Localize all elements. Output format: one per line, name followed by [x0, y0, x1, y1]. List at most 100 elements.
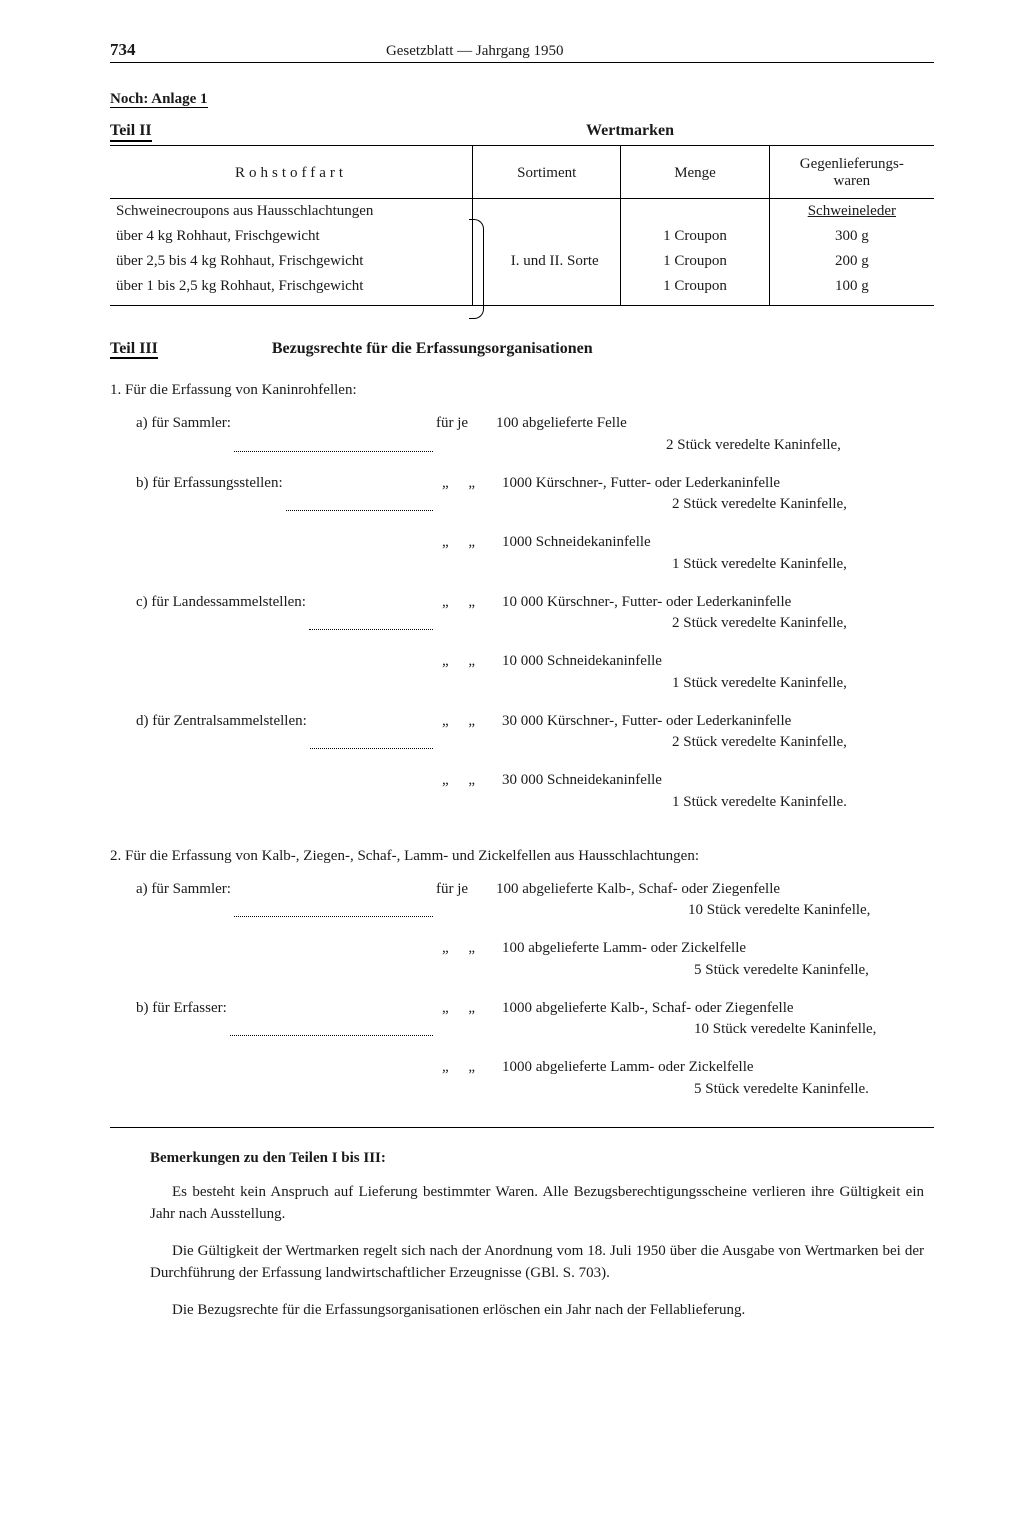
value-line-1: 10 000 Kürschner-, Futter- oder Lederkan…: [502, 592, 934, 614]
definition-value: 1000 abgelieferte Lamm- oder Zickelfelle…: [502, 1057, 934, 1101]
label-text: c) für Landessammelstellen:: [136, 592, 306, 636]
fuer-je-label: für je: [436, 413, 496, 457]
remarks-paragraph: Die Gültigkeit der Wertmarken regelt sic…: [150, 1240, 924, 1285]
value-line-1: 1000 Schneidekaninfelle: [502, 532, 934, 554]
label-text: b) für Erfasser:: [136, 998, 227, 1042]
value-line-2: 10 Stück veredelte Kaninfelle,: [496, 900, 934, 922]
col-gegenlieferung: Gegenlieferungs- waren: [769, 146, 934, 199]
ditto-marks: „ „: [436, 711, 502, 755]
cell-rohstoff: über 1 bis 2,5 kg Rohhaut, Frischgewicht: [110, 274, 473, 306]
ditto-marks: „ „: [436, 473, 502, 517]
section-2-header: Teil II Wertmarken: [110, 122, 934, 146]
ditto-marks: „ „: [436, 532, 502, 576]
spacer: [110, 580, 934, 592]
leader-dots: [309, 592, 433, 631]
cell-gegen: 200 g: [769, 249, 934, 274]
value-line-1: 100 abgelieferte Kalb-, Schaf- oder Zieg…: [496, 879, 934, 901]
definition-label: [110, 532, 436, 576]
value-line-2: 10 Stück veredelte Kaninfelle,: [502, 1019, 934, 1041]
section-3-title: Bezugsrechte für die Erfassungsorganisat…: [272, 340, 593, 357]
definition-label: [110, 651, 436, 695]
ditto-marks: „ „: [436, 592, 502, 636]
cell-sortiment: I. und II. Sorte: [473, 249, 621, 274]
leader-dots: [230, 998, 433, 1037]
spacer: [110, 461, 934, 473]
table-row: über 4 kg Rohhaut, Frischgewicht 1 Croup…: [110, 224, 934, 249]
value-line-1: 100 abgelieferte Felle: [496, 413, 934, 435]
subsection-2-head: 2. Für die Erfassung von Kalb-, Ziegen-,…: [110, 848, 934, 865]
section-3-label: Teil III: [110, 340, 158, 359]
remarks-heading: Bemerkungen zu den Teilen I bis III:: [150, 1150, 924, 1167]
subsection-1-list: a) für Sammler: für je100 abgelieferte Fe…: [110, 413, 934, 814]
cell-menge: 1 Croupon: [621, 249, 769, 274]
value-line-2: 5 Stück veredelte Kaninfelle,: [502, 960, 934, 982]
definition-label: [110, 1057, 436, 1101]
ditto-marks: „ „: [436, 651, 502, 695]
spacer: [110, 926, 934, 938]
definition-label: [110, 770, 436, 814]
continuation-text: Noch: Anlage 1: [110, 91, 208, 108]
leader-dots: [234, 413, 433, 452]
cell-gegen: 100 g: [769, 274, 934, 306]
ditto-marks: „ „: [436, 1057, 502, 1101]
spacer: [110, 699, 934, 711]
cell-rohstoff: über 4 kg Rohhaut, Frischgewicht: [110, 224, 473, 249]
spacer: [110, 639, 934, 651]
value-line-1: 1000 abgelieferte Lamm- oder Zickelfelle: [502, 1057, 934, 1079]
definition-row: „ „10 000 Schneidekaninfelle1 Stück vere…: [110, 651, 934, 695]
spacer: [110, 818, 934, 848]
subsection-2-list: a) für Sammler:für je100 abgelieferte Ka…: [110, 879, 934, 1101]
remarks-paragraph: Es besteht kein Anspruch auf Lieferung b…: [150, 1181, 924, 1226]
value-line-2: 1 Stück veredelte Kaninfelle,: [502, 554, 934, 576]
definition-value: 30 000 Schneidekaninfelle1 Stück veredel…: [502, 770, 934, 814]
definition-row: „ „1000 Schneidekaninfelle1 Stück verede…: [110, 532, 934, 576]
header-title: Gesetzblatt — Jahrgang 1950: [386, 43, 564, 60]
label-text: a) für Sammler:: [136, 413, 231, 457]
leader-dots: [234, 879, 433, 918]
running-header: 734 Gesetzblatt — Jahrgang 1950: [110, 40, 934, 63]
col-sortiment: Sortiment: [473, 146, 621, 199]
definition-row: d) für Zentralsammelstellen:„ „30 000 Kü…: [110, 711, 934, 755]
wertmarken-table: Rohstoffart Sortiment Menge Gegenlieferu…: [110, 146, 934, 306]
definition-row: a) für Sammler:für je100 abgelieferte Ka…: [110, 879, 934, 923]
section-2-label: Teil II: [110, 122, 152, 142]
spacer: [110, 1045, 934, 1057]
value-line-2: 2 Stück veredelte Kaninfelle,: [502, 732, 934, 754]
value-line-2: 2 Stück veredelte Kaninfelle,: [502, 494, 934, 516]
value-line-1: 1000 abgelieferte Kalb-, Schaf- oder Zie…: [502, 998, 934, 1020]
brace-icon: [469, 219, 484, 319]
definition-row: „ „1000 abgelieferte Lamm- oder Zickelfe…: [110, 1057, 934, 1101]
remarks-block: Bemerkungen zu den Teilen I bis III: Es …: [110, 1150, 934, 1322]
definition-value: 30 000 Kürschner-, Futter- oder Lederkan…: [502, 711, 934, 755]
definition-row: b) für Erfassungsstellen: „ „1000 Kürschn…: [110, 473, 934, 517]
value-line-1: 10 000 Schneidekaninfelle: [502, 651, 934, 673]
value-line-1: 1000 Kürschner-, Futter- oder Lederkanin…: [502, 473, 934, 495]
definition-label: b) für Erfasser:: [110, 998, 436, 1042]
subsection-1-head: 1. Für die Erfassung von Kaninrohfellen:: [110, 382, 934, 399]
value-line-2: 2 Stück veredelte Kaninfelle,: [496, 435, 934, 457]
definition-label: a) für Sammler:: [110, 413, 436, 457]
label-text: b) für Erfassungsstellen:: [136, 473, 283, 517]
remarks-paragraph: Die Bezugsrechte für die Erfassungsorgan…: [150, 1299, 924, 1322]
continuation-label: Noch: Anlage 1: [110, 91, 934, 108]
definition-value: 10 000 Kürschner-, Futter- oder Lederkan…: [502, 592, 934, 636]
spacer: [110, 986, 934, 998]
col-menge: Menge: [621, 146, 769, 199]
definition-value: 100 abgelieferte Kalb-, Schaf- oder Zieg…: [496, 879, 934, 923]
sortiment-text: I. und II. Sorte: [495, 253, 599, 269]
section-3-header: Teil III Bezugsrechte für die Erfassungs…: [110, 340, 934, 358]
table-header-row: Rohstoffart Sortiment Menge Gegenlieferu…: [110, 146, 934, 199]
col-rohstoffart: Rohstoffart: [110, 146, 473, 199]
definition-value: 1000 abgelieferte Kalb-, Schaf- oder Zie…: [502, 998, 934, 1042]
cell-sortiment: [473, 274, 621, 306]
cell-menge: 1 Croupon: [621, 274, 769, 306]
definition-value: 100 abgelieferte Lamm- oder Zickelfelle5…: [502, 938, 934, 982]
value-line-2: 5 Stück veredelte Kaninfelle.: [502, 1079, 934, 1101]
ditto-marks: „ „: [436, 770, 502, 814]
definition-row: b) für Erfasser:„ „1000 abgelieferte Kal…: [110, 998, 934, 1042]
cell-empty: [621, 199, 769, 225]
definition-value: 1000 Schneidekaninfelle1 Stück veredelte…: [502, 532, 934, 576]
cell-empty: [473, 199, 621, 225]
label-text: a) für Sammler:: [136, 879, 231, 923]
definition-label: b) für Erfassungsstellen:: [110, 473, 436, 517]
